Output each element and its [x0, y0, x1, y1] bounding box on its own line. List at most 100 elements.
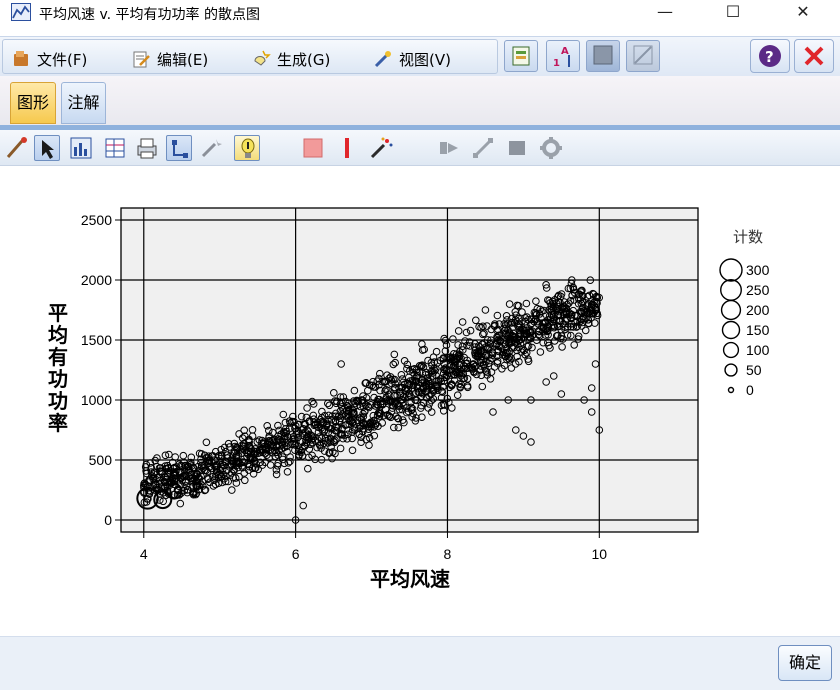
scatter-point — [184, 465, 193, 473]
scatter-point — [450, 376, 459, 385]
scatter-point — [348, 446, 357, 455]
legend-marker — [720, 279, 742, 301]
scatter-point — [282, 439, 290, 447]
scatter-point — [354, 397, 363, 405]
scatter-point — [205, 456, 213, 465]
scatter-point — [454, 341, 462, 349]
scatter-point — [249, 455, 257, 463]
diagonal-toggle-button[interactable] — [626, 40, 660, 72]
scatter-point — [334, 424, 342, 432]
scatter-point — [403, 404, 411, 412]
help-button[interactable]: ? — [750, 39, 790, 73]
scatter-point — [347, 417, 355, 426]
scatter-point — [440, 373, 449, 382]
scatter-point — [445, 383, 454, 392]
bar-icon[interactable] — [334, 135, 360, 161]
print-icon[interactable] — [134, 135, 160, 161]
scatter-point — [505, 328, 514, 337]
scatter-point — [268, 446, 277, 455]
scatter-point — [399, 393, 408, 401]
maximize-button[interactable]: ☐ — [725, 2, 741, 21]
link-icon[interactable] — [166, 135, 192, 161]
scatter-point — [263, 422, 272, 430]
scatter-point — [337, 398, 346, 407]
scatter-point — [483, 322, 491, 330]
scatter-point — [430, 358, 439, 366]
scatter-point — [419, 363, 428, 372]
y-axis-label-char: 率 — [48, 411, 68, 435]
scatter-point — [441, 336, 450, 345]
scatter-point — [433, 359, 442, 367]
scatter-point — [201, 486, 210, 494]
gear-icon[interactable] — [538, 135, 564, 161]
chart-icon[interactable] — [68, 135, 94, 161]
legend-marker — [719, 258, 743, 282]
scatter-point — [592, 293, 600, 301]
scatter-point — [200, 486, 209, 495]
scatter-point — [452, 350, 461, 358]
menu-edit[interactable]: 编辑(E) — [131, 48, 208, 70]
y-axis-label: 平均有功功率 — [48, 301, 68, 435]
node-icon[interactable] — [436, 135, 462, 161]
scatter-point — [502, 312, 511, 320]
scatter-point — [574, 299, 583, 308]
bulb-icon[interactable] — [234, 135, 260, 161]
size-legend: 计数 300 250 200 150 100 50 0 — [719, 229, 770, 398]
scatter-point — [390, 423, 398, 432]
wand-icon[interactable] — [198, 135, 224, 161]
scatter-point — [331, 449, 339, 458]
scatter-point — [146, 476, 154, 484]
sparkle-icon[interactable] — [368, 135, 394, 161]
scatter-point-large — [153, 490, 173, 510]
minimize-button[interactable]: — — [657, 2, 673, 21]
scatter-point — [479, 322, 487, 331]
scatter-point — [432, 381, 441, 390]
scatter-point — [503, 348, 512, 357]
ok-button[interactable]: 确定 — [778, 645, 832, 681]
scatter-point — [156, 496, 164, 504]
scatter-point — [294, 447, 303, 456]
scatter-point — [422, 394, 431, 402]
scatter-point — [279, 410, 288, 419]
scatter-point — [567, 319, 576, 328]
scatter-point — [549, 321, 558, 329]
scatter-point — [524, 342, 533, 350]
line-icon[interactable] — [470, 135, 496, 161]
scatter-point — [559, 335, 567, 343]
square-icon[interactable] — [300, 135, 326, 161]
close-window-button[interactable]: ✕ — [796, 2, 810, 21]
frame-toggle-button[interactable] — [586, 40, 620, 72]
export-button[interactable] — [504, 40, 538, 72]
pointer-icon[interactable] — [34, 135, 60, 161]
scatter-point — [145, 490, 154, 499]
scatter-point — [547, 311, 556, 319]
tab-graph[interactable]: 图形 — [10, 82, 56, 124]
scatter-point — [580, 396, 588, 404]
block-icon[interactable] — [504, 135, 530, 161]
scatter-point — [567, 279, 576, 288]
generate-icon — [251, 49, 271, 69]
close-output-button[interactable] — [794, 39, 834, 73]
brush-icon[interactable] — [4, 135, 30, 161]
scatter-point — [486, 344, 494, 352]
menu-generate[interactable]: 生成(G) — [251, 48, 330, 70]
legend-marker — [722, 341, 740, 359]
scatter-point — [507, 364, 516, 372]
scatter-point — [151, 486, 159, 494]
scatter-point — [387, 413, 395, 422]
menu-view[interactable]: 视图(V) — [373, 48, 451, 70]
scatter-point — [418, 340, 426, 348]
scatter-point-large — [136, 487, 159, 510]
scatter-point — [538, 319, 547, 327]
svg-text:A: A — [561, 46, 569, 57]
legend-label: 150 — [746, 322, 770, 338]
table-icon[interactable] — [102, 135, 128, 161]
scatter-point — [175, 482, 183, 491]
tab-annotation[interactable]: 注解 — [61, 82, 106, 124]
scatter-point — [574, 332, 583, 341]
scatter-point — [544, 296, 552, 304]
scatter-point — [527, 438, 535, 446]
scatter-point — [427, 408, 436, 416]
menu-file[interactable]: 文件(F) — [11, 48, 87, 70]
